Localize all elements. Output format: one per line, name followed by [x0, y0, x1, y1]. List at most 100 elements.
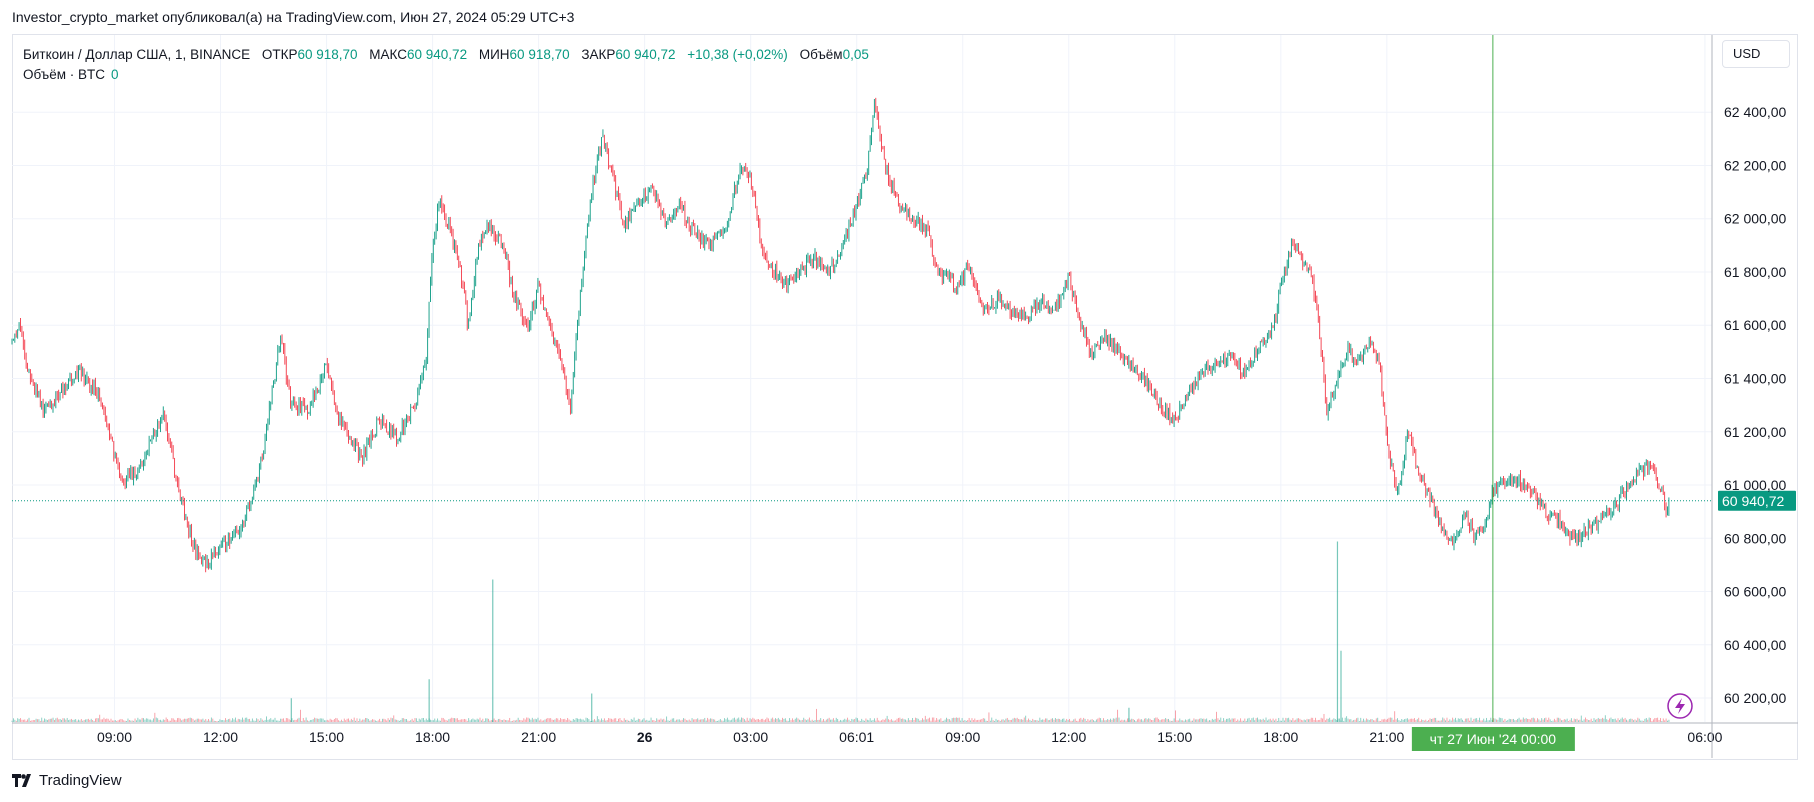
volume-bar — [898, 717, 899, 722]
volume-series-label[interactable]: Объём · BTC — [23, 67, 106, 82]
symbol-name[interactable]: Биткоин / Доллар США, 1, BINANCE — [23, 47, 251, 62]
volume-bar — [620, 720, 622, 722]
volume-bar — [1141, 719, 1143, 722]
volume-bar — [1532, 717, 1534, 722]
volume-bar — [95, 718, 96, 722]
volume-bar — [1553, 718, 1555, 722]
volume-bar — [1518, 717, 1520, 722]
volume-bar — [694, 719, 696, 722]
volume-bar — [1525, 718, 1527, 722]
volume-bar — [1494, 718, 1496, 722]
volume-bar — [201, 719, 202, 722]
volume-bar — [1013, 717, 1015, 722]
volume-bar — [1351, 720, 1353, 722]
volume-bar — [523, 718, 525, 722]
volume-bar — [379, 718, 381, 722]
volume-bar — [639, 718, 641, 722]
volume-bar — [801, 719, 803, 722]
volume-bar — [656, 718, 658, 722]
tradingview-branding[interactable]: TradingView — [12, 772, 122, 789]
volume-bar — [565, 720, 567, 722]
volume-bar — [881, 720, 882, 722]
volume-bar — [432, 720, 434, 722]
volume-bar — [1320, 717, 1322, 722]
volume-bar — [1180, 720, 1182, 722]
volume-bar — [1505, 720, 1507, 722]
volume-bar — [185, 718, 187, 722]
volume-bar — [705, 720, 707, 722]
volume-bar — [438, 720, 440, 722]
crosshair-time-tag — [1411, 727, 1575, 751]
volume-bar — [735, 719, 737, 722]
volume-bar — [886, 715, 888, 722]
volume-bar — [1651, 721, 1653, 722]
volume-bar — [236, 720, 238, 722]
volume-bar — [1587, 720, 1589, 722]
volume-bar — [1579, 719, 1581, 722]
volume-bar — [123, 720, 125, 722]
chart-frame — [12, 34, 1798, 760]
volume-bar — [1134, 719, 1135, 722]
volume-bar — [205, 719, 207, 722]
open-value: 60 918,70 — [297, 47, 358, 62]
volume-bar — [182, 719, 184, 722]
volume-bar — [895, 720, 897, 722]
lightning-icon[interactable] — [1667, 693, 1693, 719]
volume-bar — [618, 718, 619, 722]
volume-bar — [1039, 717, 1041, 722]
volume-bar — [78, 719, 79, 722]
volume-bar — [1220, 717, 1222, 722]
volume-bar — [1527, 718, 1529, 722]
volume-bar — [1469, 720, 1471, 722]
volume-bar — [742, 717, 744, 722]
volume-bar — [743, 719, 745, 722]
volume-bar — [497, 718, 499, 722]
volume-bar — [1620, 718, 1622, 722]
volume-bar — [54, 720, 55, 722]
volume-bar — [267, 719, 269, 722]
volume-bar — [541, 720, 543, 722]
volume-bar — [1511, 719, 1513, 722]
x-tick-label: 03:00 — [733, 729, 768, 745]
volume-bar — [1503, 720, 1504, 722]
volume-bar — [1394, 711, 1396, 722]
volume-bar — [1155, 717, 1157, 722]
volume-bar — [503, 719, 505, 722]
volume-bar — [1201, 718, 1203, 722]
volume-bar — [1317, 720, 1319, 722]
volume-bar — [1056, 719, 1058, 722]
volume-bar — [1609, 718, 1611, 722]
volume-bar — [572, 718, 574, 722]
volume-bar — [266, 716, 267, 722]
volume-bar — [486, 718, 488, 722]
volume-bar — [366, 718, 368, 722]
volume-bar — [55, 718, 57, 722]
volume-bar — [907, 718, 909, 722]
volume-bar — [929, 717, 931, 722]
volume-bar — [1149, 718, 1151, 722]
volume-bar — [504, 720, 506, 722]
volume-bar — [1101, 720, 1103, 722]
volume-bar — [1488, 720, 1490, 722]
volume-bar — [359, 718, 361, 722]
volume-bar — [1248, 717, 1250, 722]
volume-bar — [989, 720, 991, 722]
volume-bar — [413, 720, 414, 722]
volume-bar — [1504, 718, 1506, 722]
volume-bar — [606, 720, 608, 722]
volume-bar — [181, 720, 183, 722]
volume-bar — [603, 718, 605, 722]
volume-bar — [1658, 719, 1660, 722]
volume-bar — [981, 718, 983, 722]
volume-bar — [632, 719, 634, 722]
volume-bar — [1555, 720, 1557, 722]
volume-bar — [1322, 718, 1324, 722]
volume-bar — [1497, 719, 1499, 722]
currency-selector[interactable]: USD — [1722, 40, 1790, 68]
volume-bar — [471, 719, 472, 722]
volume-bar — [397, 720, 399, 722]
volume-spike — [591, 693, 593, 722]
volume-bar — [1582, 720, 1584, 722]
volume-bar — [1206, 718, 1208, 722]
